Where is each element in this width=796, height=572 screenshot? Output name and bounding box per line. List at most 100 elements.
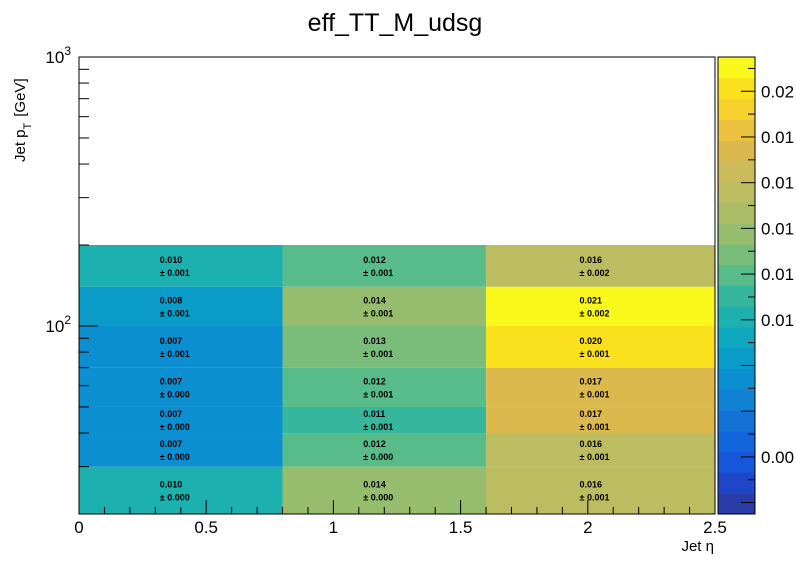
x-tick-label: 0.5 [194,518,218,537]
y-axis-title: Jet pT [GeV] [12,78,34,162]
colorbar-band [718,410,755,432]
colorbar-tick-label: 0.01 [761,311,794,330]
heatmap-cell [79,245,283,287]
cell-error-label: ± 0.002 [580,268,610,278]
heatmap-cell [486,325,715,368]
color-scale-bar: 0.00 0.01 0.01 0.01 0.01 0.01 0.02 [717,56,794,515]
cell-value-label: 0.013 [363,336,386,346]
plot-frame [78,56,716,515]
colorbar-band [718,140,755,162]
cell-error-label: ± 0.000 [363,452,393,462]
x-tick-label: 0 [74,518,83,537]
cell-value-label: 0.017 [580,376,603,386]
colorbar-band [718,389,755,411]
colorbar-band [718,223,755,245]
heatmap-cell [282,325,487,368]
heatmap-cell [282,406,487,434]
heatmap-cell [282,367,487,407]
heatmap-cell [282,286,487,326]
heatmap-cell [486,433,715,467]
colorbar-tick-label: 0.01 [761,265,794,284]
cell-error-label: ± 0.001 [363,422,393,432]
colorbar-band [718,57,755,79]
cell-value-label: 0.020 [580,336,603,346]
cell-error-label: ± 0.001 [580,492,610,502]
cell-error-label: ± 0.001 [363,268,393,278]
x-tick-label: 1 [329,518,338,537]
cell-error-label: ± 0.001 [363,349,393,359]
cell-value-label: 0.011 [363,409,385,419]
cell-value-label: 0.016 [580,255,603,265]
colorbar-tick-label: 0.01 [761,174,794,193]
cell-error-label: ± 0.001 [580,349,610,359]
heatmap-cell [79,466,283,514]
cell-error-label: ± 0.001 [160,349,190,359]
heatmap-cell [79,286,283,326]
cell-value-label: 0.021 [580,295,603,305]
colorbar-band [718,493,755,515]
x-tick-label: 2 [583,518,592,537]
cell-value-label: 0.012 [363,439,386,449]
colorbar-band [718,285,755,307]
colorbar-band [718,181,755,203]
cell-value-label: 0.016 [580,439,603,449]
cell-error-label: ± 0.000 [160,389,190,399]
heatmap-cell [79,325,283,368]
y-axis-title-sub: T [22,122,34,129]
heatmap-cell [282,433,487,467]
cell-value-label: 0.007 [160,376,183,386]
cell-value-label: 0.010 [160,255,183,265]
cell-value-label: 0.014 [363,479,386,489]
colorbar-band [718,306,755,328]
colorbar-tick-label: 0.02 [761,82,794,101]
x-tick-label: 2.5 [703,518,727,537]
cell-error-label: ± 0.001 [160,268,190,278]
y-axis-title-main: Jet p [12,129,29,162]
cell-value-label: 0.014 [363,295,386,305]
cell-error-label: ± 0.001 [363,389,393,399]
colorbar-band [718,160,755,183]
cell-error-label: ± 0.001 [580,452,610,462]
heatmap-cell [486,466,715,514]
cell-error-label: ± 0.000 [160,492,190,502]
cell-value-label: 0.017 [580,409,603,419]
colorbar-band [718,451,755,473]
colorbar-tick-label: 0.00 [761,448,794,467]
cell-error-label: ± 0.002 [580,308,610,318]
colorbar-band [718,202,755,224]
cell-error-label: ± 0.000 [160,452,190,462]
colorbar-band [718,243,755,266]
colorbar-band [718,347,755,370]
colorbar-tick-label: 0.01 [761,128,794,147]
cell-error-label: ± 0.001 [160,308,190,318]
colorbar-tick-label: 0.01 [761,219,794,238]
cell-value-label: 0.007 [160,439,183,449]
heatmap-cell [486,245,715,287]
cell-error-label: ± 0.001 [580,422,610,432]
x-axis: 0 0.5 1 1.5 2 2.5 [74,500,727,537]
cell-value-label: 0.012 [363,255,386,265]
colorbar-band [718,264,755,286]
heatmap-cell [282,245,487,287]
heatmap-cell [486,286,715,326]
svg-text:Jet pT[GeV]: Jet pT [GeV] [12,78,34,162]
heatmap-cell [79,367,283,407]
heatmap-cell [282,466,487,514]
heatmap-cells [79,245,715,514]
cell-value-label: 0.010 [160,479,183,489]
y-axis: 102 103 [45,44,98,515]
heatmap-cell [486,367,715,407]
cell-value-label: 0.007 [160,336,183,346]
colorbar-band [718,430,755,453]
y-axis-title-unit: [GeV] [12,78,29,116]
heatmap-cell [79,433,283,467]
cell-value-label: 0.012 [363,376,386,386]
cell-error-label: ± 0.000 [160,422,190,432]
heatmap-cell [486,406,715,434]
x-axis-title: Jet η [681,538,714,555]
cell-error-label: ± 0.001 [580,389,610,399]
cell-value-label: 0.007 [160,409,183,419]
cell-error-label: ± 0.001 [363,308,393,318]
cell-value-label: 0.008 [160,295,183,305]
